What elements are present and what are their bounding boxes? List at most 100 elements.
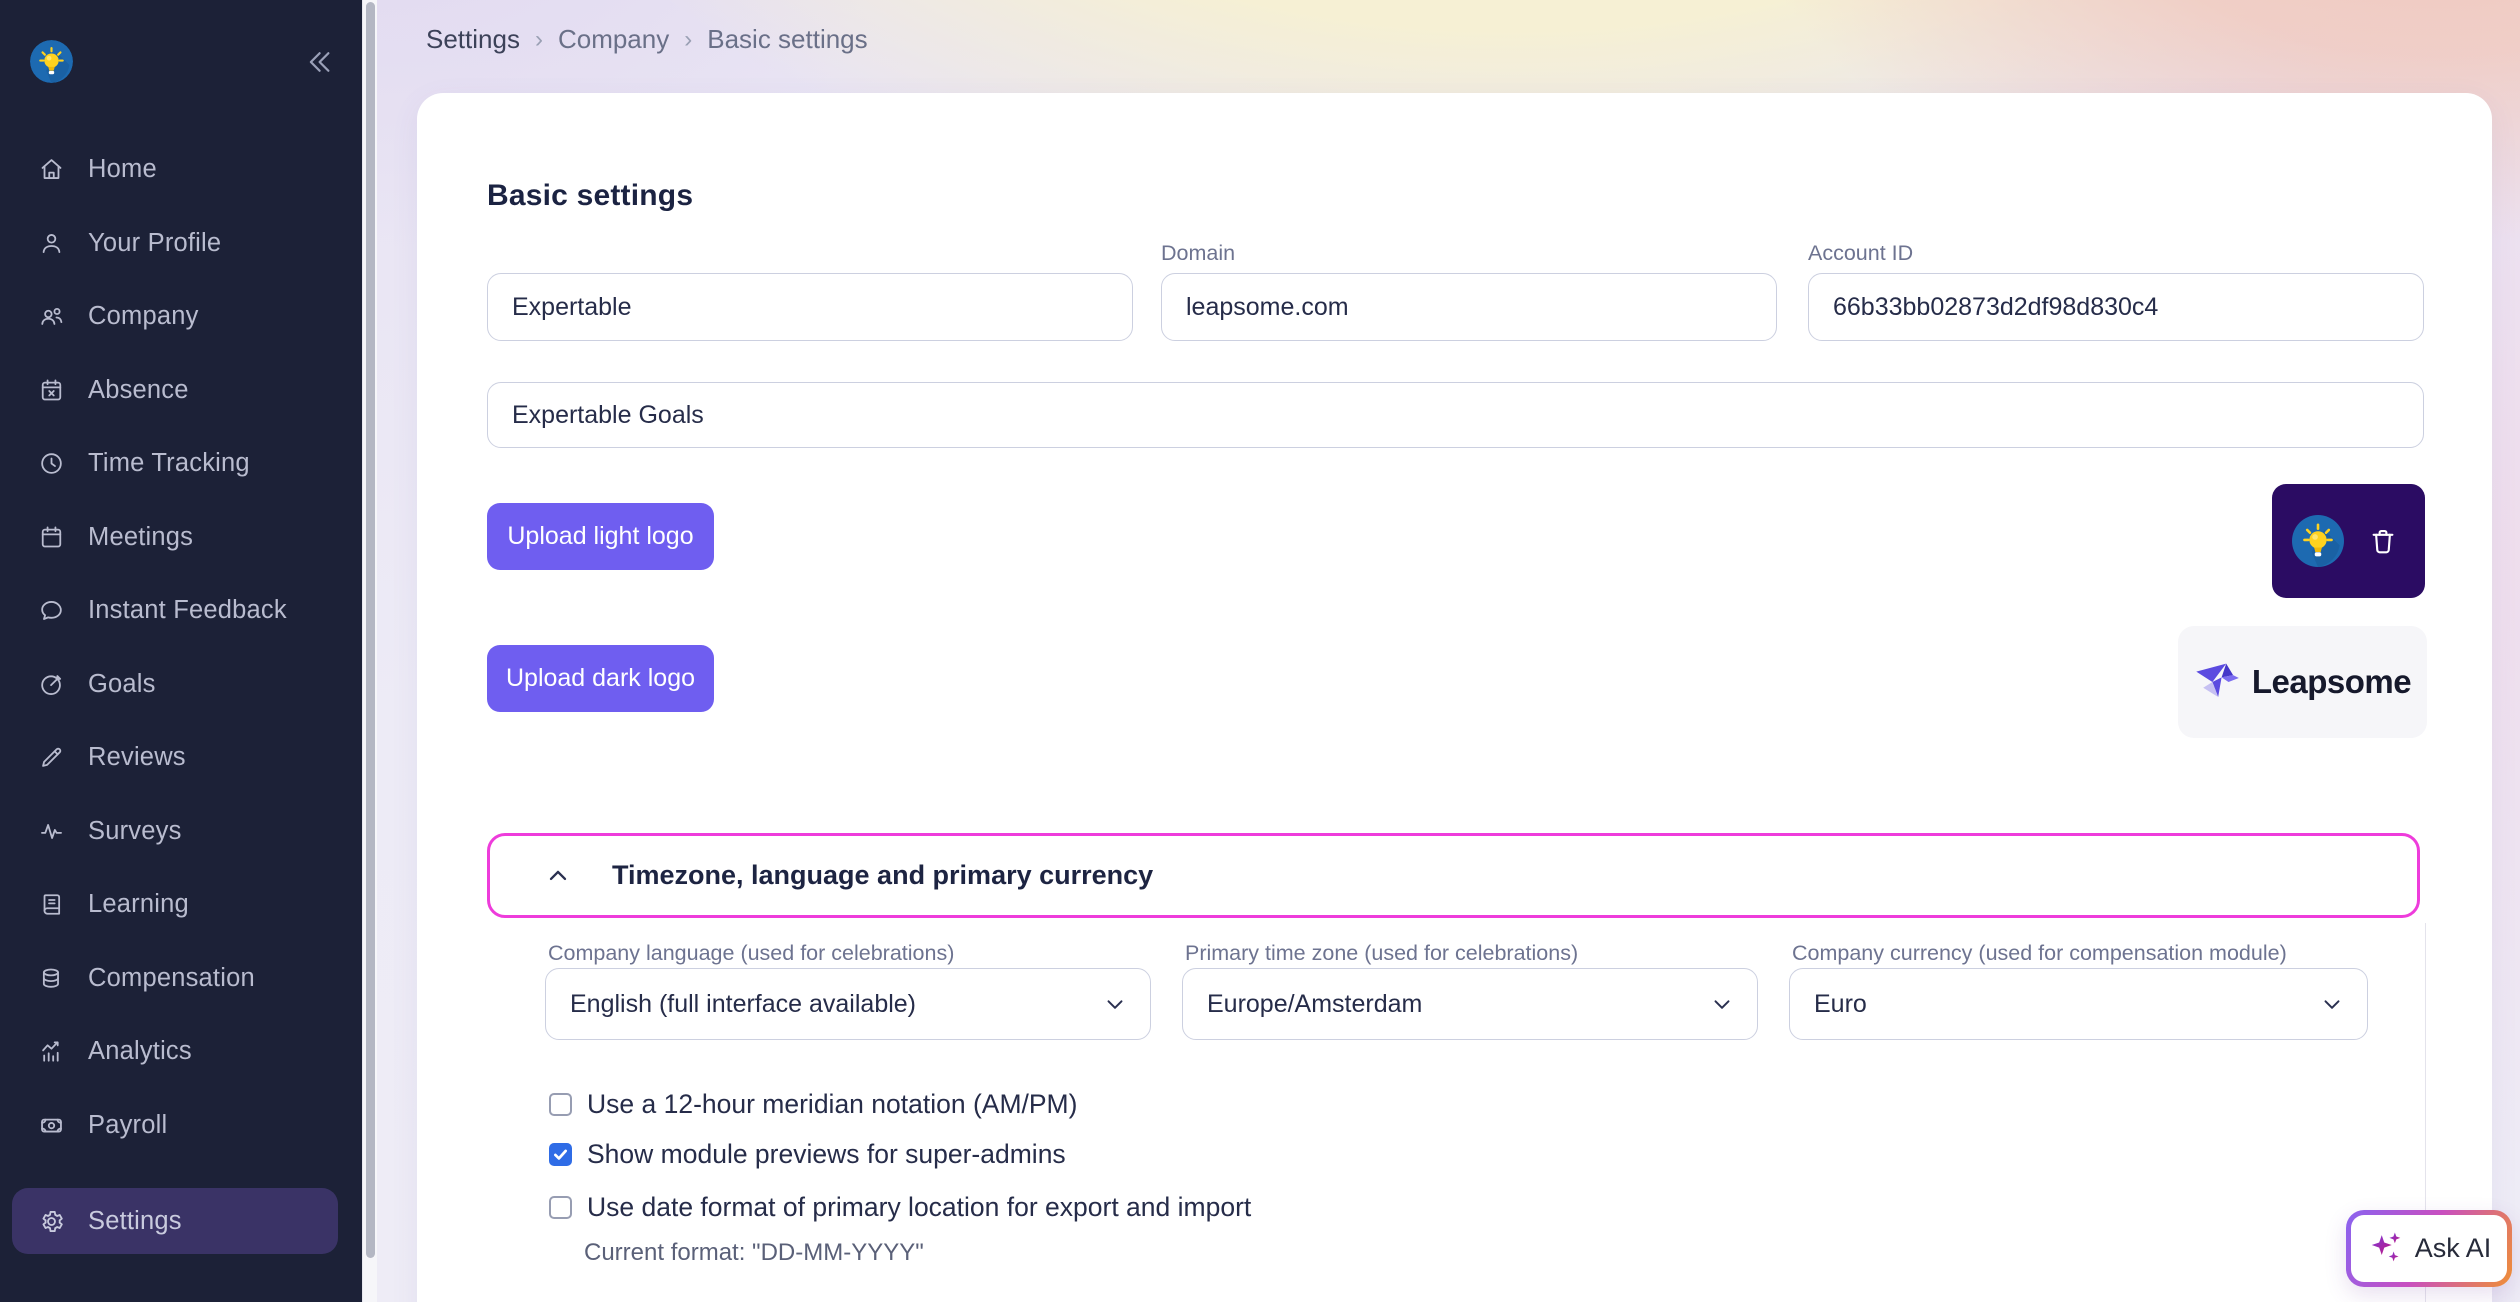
calendar-x-icon [38, 377, 65, 404]
chevron-down-icon [1714, 1000, 1730, 1009]
sidebar-collapse-icon[interactable] [302, 45, 336, 79]
sidebar-scrollbar[interactable] [362, 0, 377, 1302]
sidebar-nav: Home Your Profile Company Absence Time Track… [0, 133, 362, 1254]
select-english-full-interface-available-[interactable]: English (full interface available) [545, 968, 1151, 1040]
sidebar-item-label: Compensation [88, 963, 255, 992]
sidebar-item-surveys[interactable]: Surveys [0, 795, 362, 869]
select-value: English (full interface available) [570, 989, 917, 1018]
light-logo-preview [2272, 484, 2425, 598]
upload-dark-logo-button[interactable]: Upload dark logo [487, 645, 714, 712]
breadcrumb-item-basic-settings[interactable]: Basic settings [707, 24, 868, 54]
select-euro[interactable]: Euro [1789, 968, 2368, 1040]
sidebar-item-label: Payroll [88, 1110, 168, 1139]
company-name-input[interactable] [487, 273, 1133, 341]
select-value: Europe/Amsterdam [1207, 989, 1423, 1018]
users-icon [38, 303, 65, 330]
domain-label: Domain [1161, 241, 1236, 265]
sidebar-item-company[interactable]: Company [0, 280, 362, 354]
ask-ai-button[interactable]: Ask AI [2346, 1210, 2512, 1287]
delete-logo-trash-icon[interactable] [2368, 526, 2398, 556]
section-title: Timezone, language and primary currency [612, 860, 1154, 890]
sidebar-item-reviews[interactable]: Reviews [0, 721, 362, 795]
sidebar-item-absence[interactable]: Absence [0, 354, 362, 428]
sidebar-item-label: Reviews [88, 743, 186, 772]
sidebar-item-label: Settings [88, 1206, 182, 1235]
page-title: Basic settings [487, 179, 694, 212]
chevron-down-icon [1107, 1000, 1123, 1009]
leapsome-brand-text: Leapsome [2251, 663, 2412, 700]
sidebar-item-settings[interactable]: Settings [12, 1188, 338, 1254]
sidebar-item-goals[interactable]: Goals [0, 648, 362, 722]
company-logo-lightbulb-icon [30, 40, 73, 83]
sidebar-item-compensation[interactable]: Compensation [0, 942, 362, 1016]
select-label-1: Primary time zone (used for celebrations… [1185, 941, 1579, 965]
activity-icon [38, 818, 65, 845]
ask-ai-label: Ask AI [2414, 1233, 2492, 1263]
breadcrumb-separator: › [684, 25, 693, 53]
sidebar-item-learning[interactable]: Learning [0, 868, 362, 942]
goals-name-input[interactable] [487, 382, 2424, 448]
checkbox-label: Use date format of primary location for … [587, 1192, 1252, 1222]
target-icon [38, 671, 65, 698]
sidebar-item-label: Surveys [88, 816, 182, 845]
domain-input[interactable] [1161, 273, 1777, 341]
checkbox-unchecked[interactable] [549, 1093, 572, 1116]
sidebar-item-label: Instant Feedback [88, 596, 287, 625]
gear-icon [38, 1208, 65, 1235]
upload-light-logo-button[interactable]: Upload light logo [487, 503, 714, 570]
content-right-divider [2425, 923, 2426, 1302]
sidebar-item-label: Company [88, 302, 199, 331]
breadcrumb-separator: › [534, 25, 543, 53]
home-icon [38, 156, 65, 183]
sidebar-item-label: Home [88, 155, 157, 184]
sidebar-item-payroll[interactable]: Payroll [0, 1089, 362, 1163]
breadcrumb: Settings › Company › Basic settings [426, 24, 868, 55]
checkbox-checked[interactable] [549, 1143, 572, 1166]
chat-icon [38, 597, 65, 624]
coins-icon [38, 965, 65, 992]
sidebar-item-meetings[interactable]: Meetings [0, 501, 362, 575]
sidebar-item-instant-feedback[interactable]: Instant Feedback [0, 574, 362, 648]
leapsome-bird-icon [2196, 663, 2239, 697]
sidebar-item-label: Time Tracking [88, 449, 250, 478]
dark-logo-preview: Leapsome [2178, 626, 2427, 738]
main-area: Settings › Company › Basic settings Basic se… [377, 0, 2520, 1302]
checkbox-unchecked[interactable] [549, 1196, 572, 1219]
account-id-input[interactable] [1808, 273, 2424, 341]
sidebar-item-home[interactable]: Home [0, 133, 362, 207]
sidebar-item-label: Meetings [88, 522, 194, 551]
sidebar-scrollbar-thumb[interactable] [366, 2, 375, 1258]
select-europe-amsterdam[interactable]: Europe/Amsterdam [1182, 968, 1758, 1040]
sidebar-item-analytics[interactable]: Analytics [0, 1015, 362, 1089]
calendar-icon [38, 524, 65, 551]
sidebar-item-label: Goals [88, 669, 156, 698]
sidebar-item-time-tracking[interactable]: Time Tracking [0, 427, 362, 501]
sidebar: Home Your Profile Company Absence Time Track… [0, 0, 362, 1302]
checkbox-row-use-date-format-of-primary-location-for-[interactable]: Use date format of primary location for … [549, 1192, 1251, 1223]
uploaded-lightbulb-logo [2292, 515, 2344, 567]
account-id-label: Account ID [1808, 241, 1914, 265]
chevron-up-icon[interactable] [544, 862, 572, 890]
user-icon [38, 230, 65, 257]
sparkles-icon [2371, 1232, 2400, 1261]
breadcrumb-item-settings[interactable]: Settings [426, 24, 520, 54]
book-icon [38, 891, 65, 918]
select-label-2: Company currency (used for compensation … [1792, 941, 2287, 965]
sidebar-item-label: Your Profile [88, 228, 222, 257]
checkbox-row-show-module-previews-for-super-admins[interactable]: Show module previews for super-admins [549, 1139, 1066, 1170]
chevron-down-icon [2324, 1000, 2340, 1009]
settings-card: Basic settings Domain Account ID Upload … [417, 93, 2492, 1302]
sidebar-item-label: Absence [88, 375, 189, 404]
timezone-section-header[interactable]: Timezone, language and primary currency [487, 833, 2420, 918]
sidebar-item-label: Analytics [88, 1037, 192, 1066]
sidebar-item-your-profile[interactable]: Your Profile [0, 207, 362, 281]
clock-icon [38, 450, 65, 477]
breadcrumb-item-company[interactable]: Company [557, 24, 670, 54]
select-label-0: Company language (used for celebrations) [548, 941, 955, 965]
select-value: Euro [1814, 989, 1867, 1018]
chart-icon [38, 1038, 65, 1065]
checkbox-label: Use a 12-hour meridian notation (AM/PM) [587, 1089, 1078, 1119]
sidebar-item-label: Learning [88, 890, 189, 919]
pencil-icon [38, 744, 65, 771]
checkbox-row-use-a-12-hour-meridian-notation-am-pm-[interactable]: Use a 12-hour meridian notation (AM/PM) [549, 1089, 1077, 1120]
